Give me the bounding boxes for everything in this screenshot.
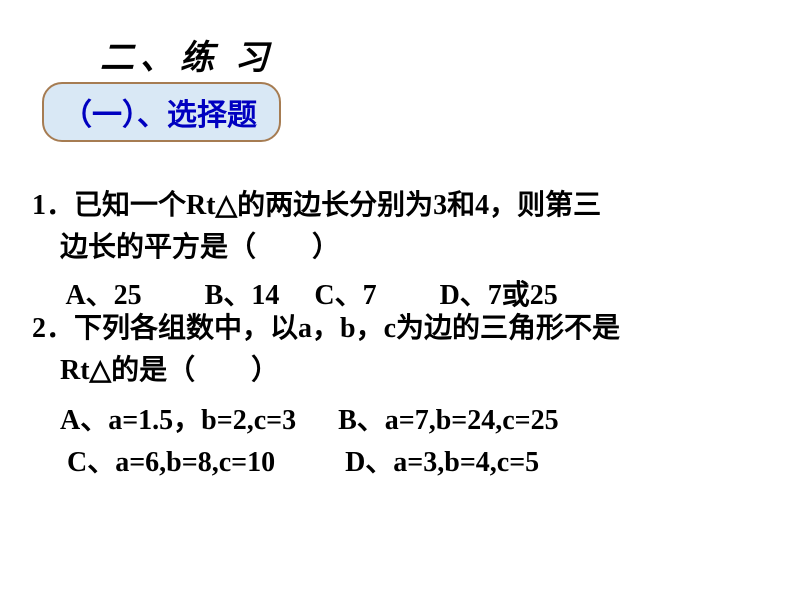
- subsection-heading: （一）、选择题: [42, 82, 281, 142]
- question-2-options-line1: A、a=1.5，b=2,c=3 B、a=7,b=24,c=25: [32, 398, 559, 438]
- question-1-stem: 1．已知一个Rt△的两边长分别为3和4，则第三 边长的平方是（ ）: [32, 185, 601, 269]
- question-2-stem: 2．下列各组数中，以a，b，c为边的三角形不是 Rt△的是（ ）: [32, 308, 620, 392]
- section-heading: 二、练 习: [100, 30, 275, 79]
- question-1-options: A、25 B、14 C、7 D、7或25: [32, 273, 558, 313]
- question-2-options-line2: C、a=6,b=8,c=10 D、a=3,b=4,c=5: [32, 440, 539, 480]
